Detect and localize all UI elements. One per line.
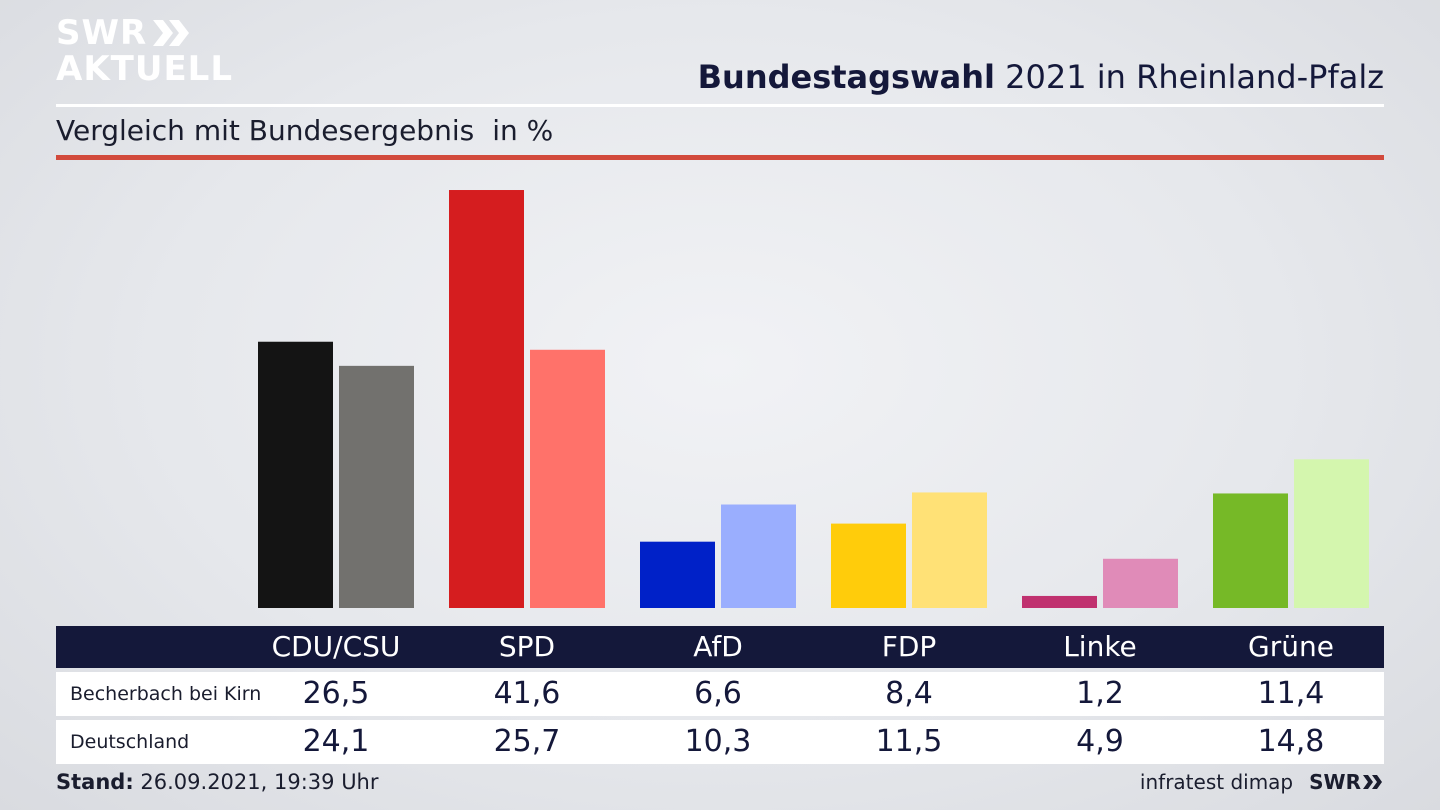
bar-spd-local [449, 190, 524, 608]
table-row: Becherbach bei Kirn 26,5 41,6 6,6 8,4 1,2 11,… [56, 672, 1384, 716]
row-label: Deutschland [70, 731, 190, 753]
bar-cdu-csu-local [258, 341, 333, 608]
table-header: CDU/CSU SPD AfD FDP Linke Grüne [56, 626, 1384, 668]
source-credit: infratest dimap SWR [1140, 770, 1384, 794]
category-label: FDP [881, 630, 937, 663]
bar-cdu-csu-national [339, 365, 414, 608]
table-row: Deutschland 24,1 25,7 10,3 11,5 4,9 14,8 [56, 720, 1384, 764]
footer-brand-text: SWR [1309, 770, 1361, 794]
page-title: Bundestagswahl 2021 in Rheinland-Pfalz [698, 58, 1384, 96]
value-label: 8,4 [885, 676, 933, 711]
title-rest: 2021 in Rheinland-Pfalz [1005, 58, 1384, 96]
value-label: 6,6 [694, 676, 742, 711]
category-label: Grüne [1248, 630, 1334, 663]
category-label: Linke [1063, 630, 1137, 663]
value-label: 11,4 [1257, 676, 1325, 711]
category-label: CDU/CSU [271, 630, 401, 663]
logo-text-swr: SWR [56, 13, 148, 53]
title-bold: Bundestagswahl [697, 58, 995, 96]
bar-fdp-local [831, 523, 906, 608]
accent-rule [56, 155, 1384, 160]
value-label: 25,7 [493, 724, 561, 759]
bar-afd-local [640, 541, 715, 608]
value-label: 11,5 [875, 724, 943, 759]
logo-chevrons-icon [153, 20, 190, 46]
timestamp: Stand: 26.09.2021, 19:39 Uhr [56, 770, 379, 794]
row-label: Becherbach bei Kirn [70, 683, 262, 705]
footer-chevrons-icon [1363, 775, 1382, 789]
value-label: 26,5 [302, 676, 370, 711]
bar-gr-ne-national [1294, 459, 1369, 608]
bar-linke-national [1103, 558, 1178, 608]
stand-label: Stand: [56, 770, 134, 794]
category-label: AfD [693, 630, 743, 663]
bar-linke-local [1022, 595, 1097, 608]
results-table: CDU/CSU SPD AfD FDP Linke Grüne Becherbach be… [56, 626, 1384, 764]
stand-value: 26.09.2021, 19:39 Uhr [140, 770, 379, 794]
subtitle-text: Vergleich mit Bundesergebnis [56, 114, 475, 147]
category-label: SPD [498, 630, 556, 663]
header-divider [56, 104, 1384, 107]
value-label: 4,9 [1076, 724, 1124, 759]
source-text: infratest dimap [1139, 770, 1294, 794]
value-label: 1,2 [1076, 676, 1124, 711]
swr-aktuell-logo: SWR AKTUELL [56, 16, 233, 86]
bar-fdp-national [912, 492, 987, 608]
bar-chart [258, 190, 1369, 608]
value-label: 10,3 [684, 724, 752, 759]
value-label: 41,6 [493, 676, 561, 711]
chart-subtitle: Vergleich mit Bundesergebnis in % [56, 114, 553, 147]
bar-spd-national [530, 349, 605, 608]
footer-brand: SWR [1309, 770, 1384, 794]
logo-text-aktuell: AKTUELL [56, 49, 234, 89]
value-label: 14,8 [1257, 724, 1325, 759]
bar-afd-national [721, 504, 796, 608]
value-label: 24,1 [302, 724, 370, 759]
unit-label: in % [492, 114, 554, 147]
bar-gr-ne-local [1213, 493, 1288, 608]
